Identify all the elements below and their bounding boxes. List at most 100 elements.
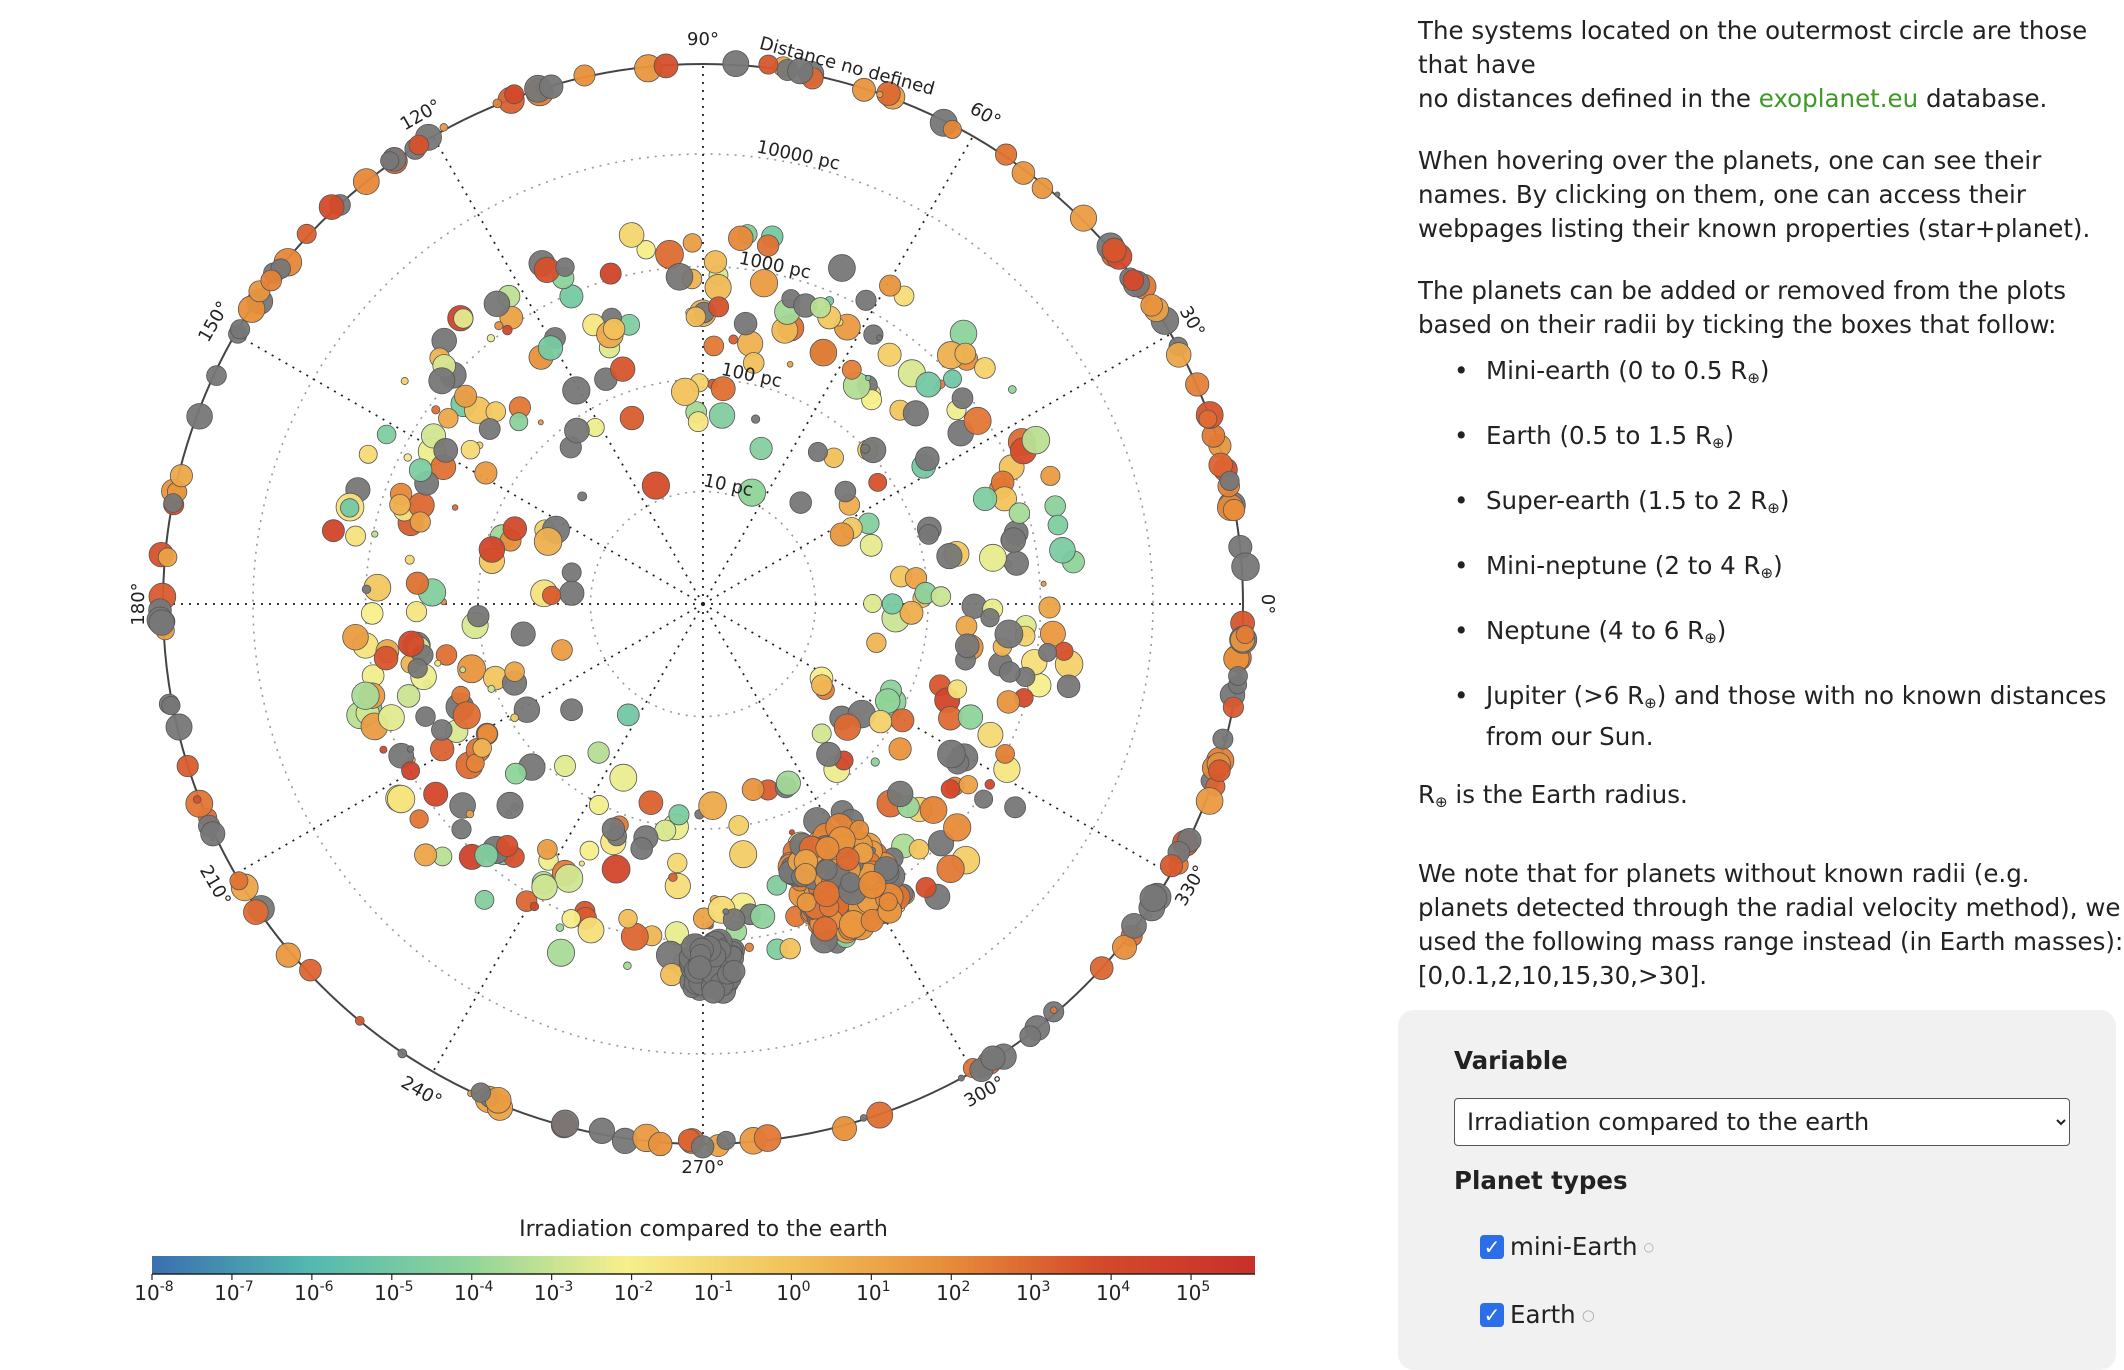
planet-point xyxy=(951,387,974,410)
planet-point xyxy=(588,795,609,815)
radius-category-item: Mini-neptune (2 to 4 R⊕) xyxy=(1454,549,2124,590)
planet-point xyxy=(859,1114,868,1122)
planet-point xyxy=(701,980,726,1004)
planet-point xyxy=(1019,1025,1042,1048)
polar-scatter-chart: 0°30°60°90°120°150°180°210°240°270°300°3… xyxy=(128,29,1278,1305)
planet-point xyxy=(879,274,902,297)
planet-point xyxy=(537,335,564,361)
planet-point xyxy=(361,584,372,595)
mini-earth-checkbox[interactable]: ✓ xyxy=(1480,1234,1504,1259)
planet-point xyxy=(618,909,638,929)
planet-point xyxy=(601,817,626,841)
angular-gridline xyxy=(702,603,1172,875)
planet-point xyxy=(698,791,727,820)
planet-point xyxy=(1000,527,1027,553)
planet-point xyxy=(794,862,817,886)
earth-size-icon: ○ xyxy=(1581,1305,1595,1324)
planet-point xyxy=(980,1045,1006,1071)
planet-point xyxy=(994,619,1024,649)
planet-point xyxy=(722,959,746,983)
planet-point xyxy=(562,376,591,405)
colorbar-tick-label: 10-1 xyxy=(694,1279,733,1305)
angle-tick-label: 0° xyxy=(1257,594,1278,614)
planet-point xyxy=(1228,666,1248,686)
planet-point xyxy=(163,493,183,513)
planet-point xyxy=(487,684,496,693)
planet-point xyxy=(1038,596,1061,619)
planet-point xyxy=(165,713,193,741)
planet-point xyxy=(352,168,380,195)
planet-point xyxy=(588,1117,616,1144)
planet-point xyxy=(296,223,317,244)
planet-point xyxy=(809,338,838,367)
planet-point xyxy=(829,522,854,547)
planet-point xyxy=(749,436,773,460)
planet-point xyxy=(809,297,832,319)
planet-point xyxy=(852,77,876,102)
planet-point xyxy=(470,1082,491,1103)
colorbar-tick-label: 101 xyxy=(856,1279,890,1305)
planet-point xyxy=(397,1048,408,1059)
colorbar: Irradiation compared to the earth 10-8 10-… xyxy=(134,1217,1255,1305)
planet-point xyxy=(560,698,583,722)
planet-point xyxy=(687,411,709,433)
colorbar-tick-label: 10-8 xyxy=(134,1279,173,1305)
variable-select[interactable]: Irradiation compared to the earth xyxy=(1454,1098,2070,1146)
planet-point xyxy=(936,543,963,570)
planet-point xyxy=(230,319,251,340)
mass-range-note: We note that for planets without known r… xyxy=(1418,859,2124,990)
planet-point xyxy=(400,377,409,385)
planet-point xyxy=(380,151,400,171)
planet-point xyxy=(943,813,972,842)
description-panel: The systems located on the outermost cir… xyxy=(1418,14,2124,1021)
planet-point xyxy=(722,908,746,931)
planet-point xyxy=(414,843,438,867)
planet-point xyxy=(915,371,942,398)
earth-checkbox-label: Earth xyxy=(1510,1300,1576,1329)
planet-point xyxy=(708,296,730,318)
planet-point xyxy=(957,704,984,730)
planet-point xyxy=(229,871,249,891)
planet-point xyxy=(360,602,384,625)
mini-earth-checkbox-label: mini-Earth xyxy=(1510,1232,1638,1261)
angle-tick-label: 90° xyxy=(687,29,719,50)
planet-point xyxy=(415,706,436,727)
planet-point xyxy=(378,704,405,731)
planet-point xyxy=(555,923,565,932)
planet-point xyxy=(863,594,883,613)
planet-point xyxy=(454,384,478,408)
mini-earth-checkbox-row[interactable]: ✓ mini-Earth ○ xyxy=(1480,1232,1654,1261)
planet-point xyxy=(984,779,996,790)
planet-point xyxy=(813,880,840,908)
angular-gridline xyxy=(432,135,704,605)
planet-point xyxy=(587,741,610,764)
planet-point xyxy=(451,504,459,511)
planet-point xyxy=(546,938,576,967)
planet-point xyxy=(835,846,860,871)
planet-point xyxy=(561,909,581,929)
planet-point xyxy=(601,854,631,884)
planet-point xyxy=(510,713,519,723)
planet-point xyxy=(509,412,529,432)
planet-point xyxy=(185,789,214,818)
planet-point xyxy=(376,424,397,445)
exoplanet-eu-link[interactable]: exoplanet.eu xyxy=(1758,84,1919,113)
planet-point xyxy=(1165,342,1192,368)
planet-point xyxy=(868,472,888,492)
planet-point xyxy=(465,809,475,819)
planet-point xyxy=(433,438,459,463)
planet-point xyxy=(510,621,536,647)
planet-point xyxy=(459,666,467,674)
colorbar-tick-label: 10-2 xyxy=(614,1279,653,1305)
variable-label: Variable xyxy=(1454,1046,1568,1075)
planet-point xyxy=(995,744,1015,764)
planet-point xyxy=(915,446,940,472)
planet-point xyxy=(554,755,576,777)
earth-checkbox[interactable]: ✓ xyxy=(1480,1302,1504,1327)
planet-point xyxy=(722,908,730,915)
planet-point xyxy=(832,1116,857,1142)
planet-point xyxy=(756,234,780,257)
planet-point xyxy=(618,222,645,248)
planet-point xyxy=(564,417,590,444)
earth-checkbox-row[interactable]: ✓ Earth ○ xyxy=(1480,1300,1595,1329)
